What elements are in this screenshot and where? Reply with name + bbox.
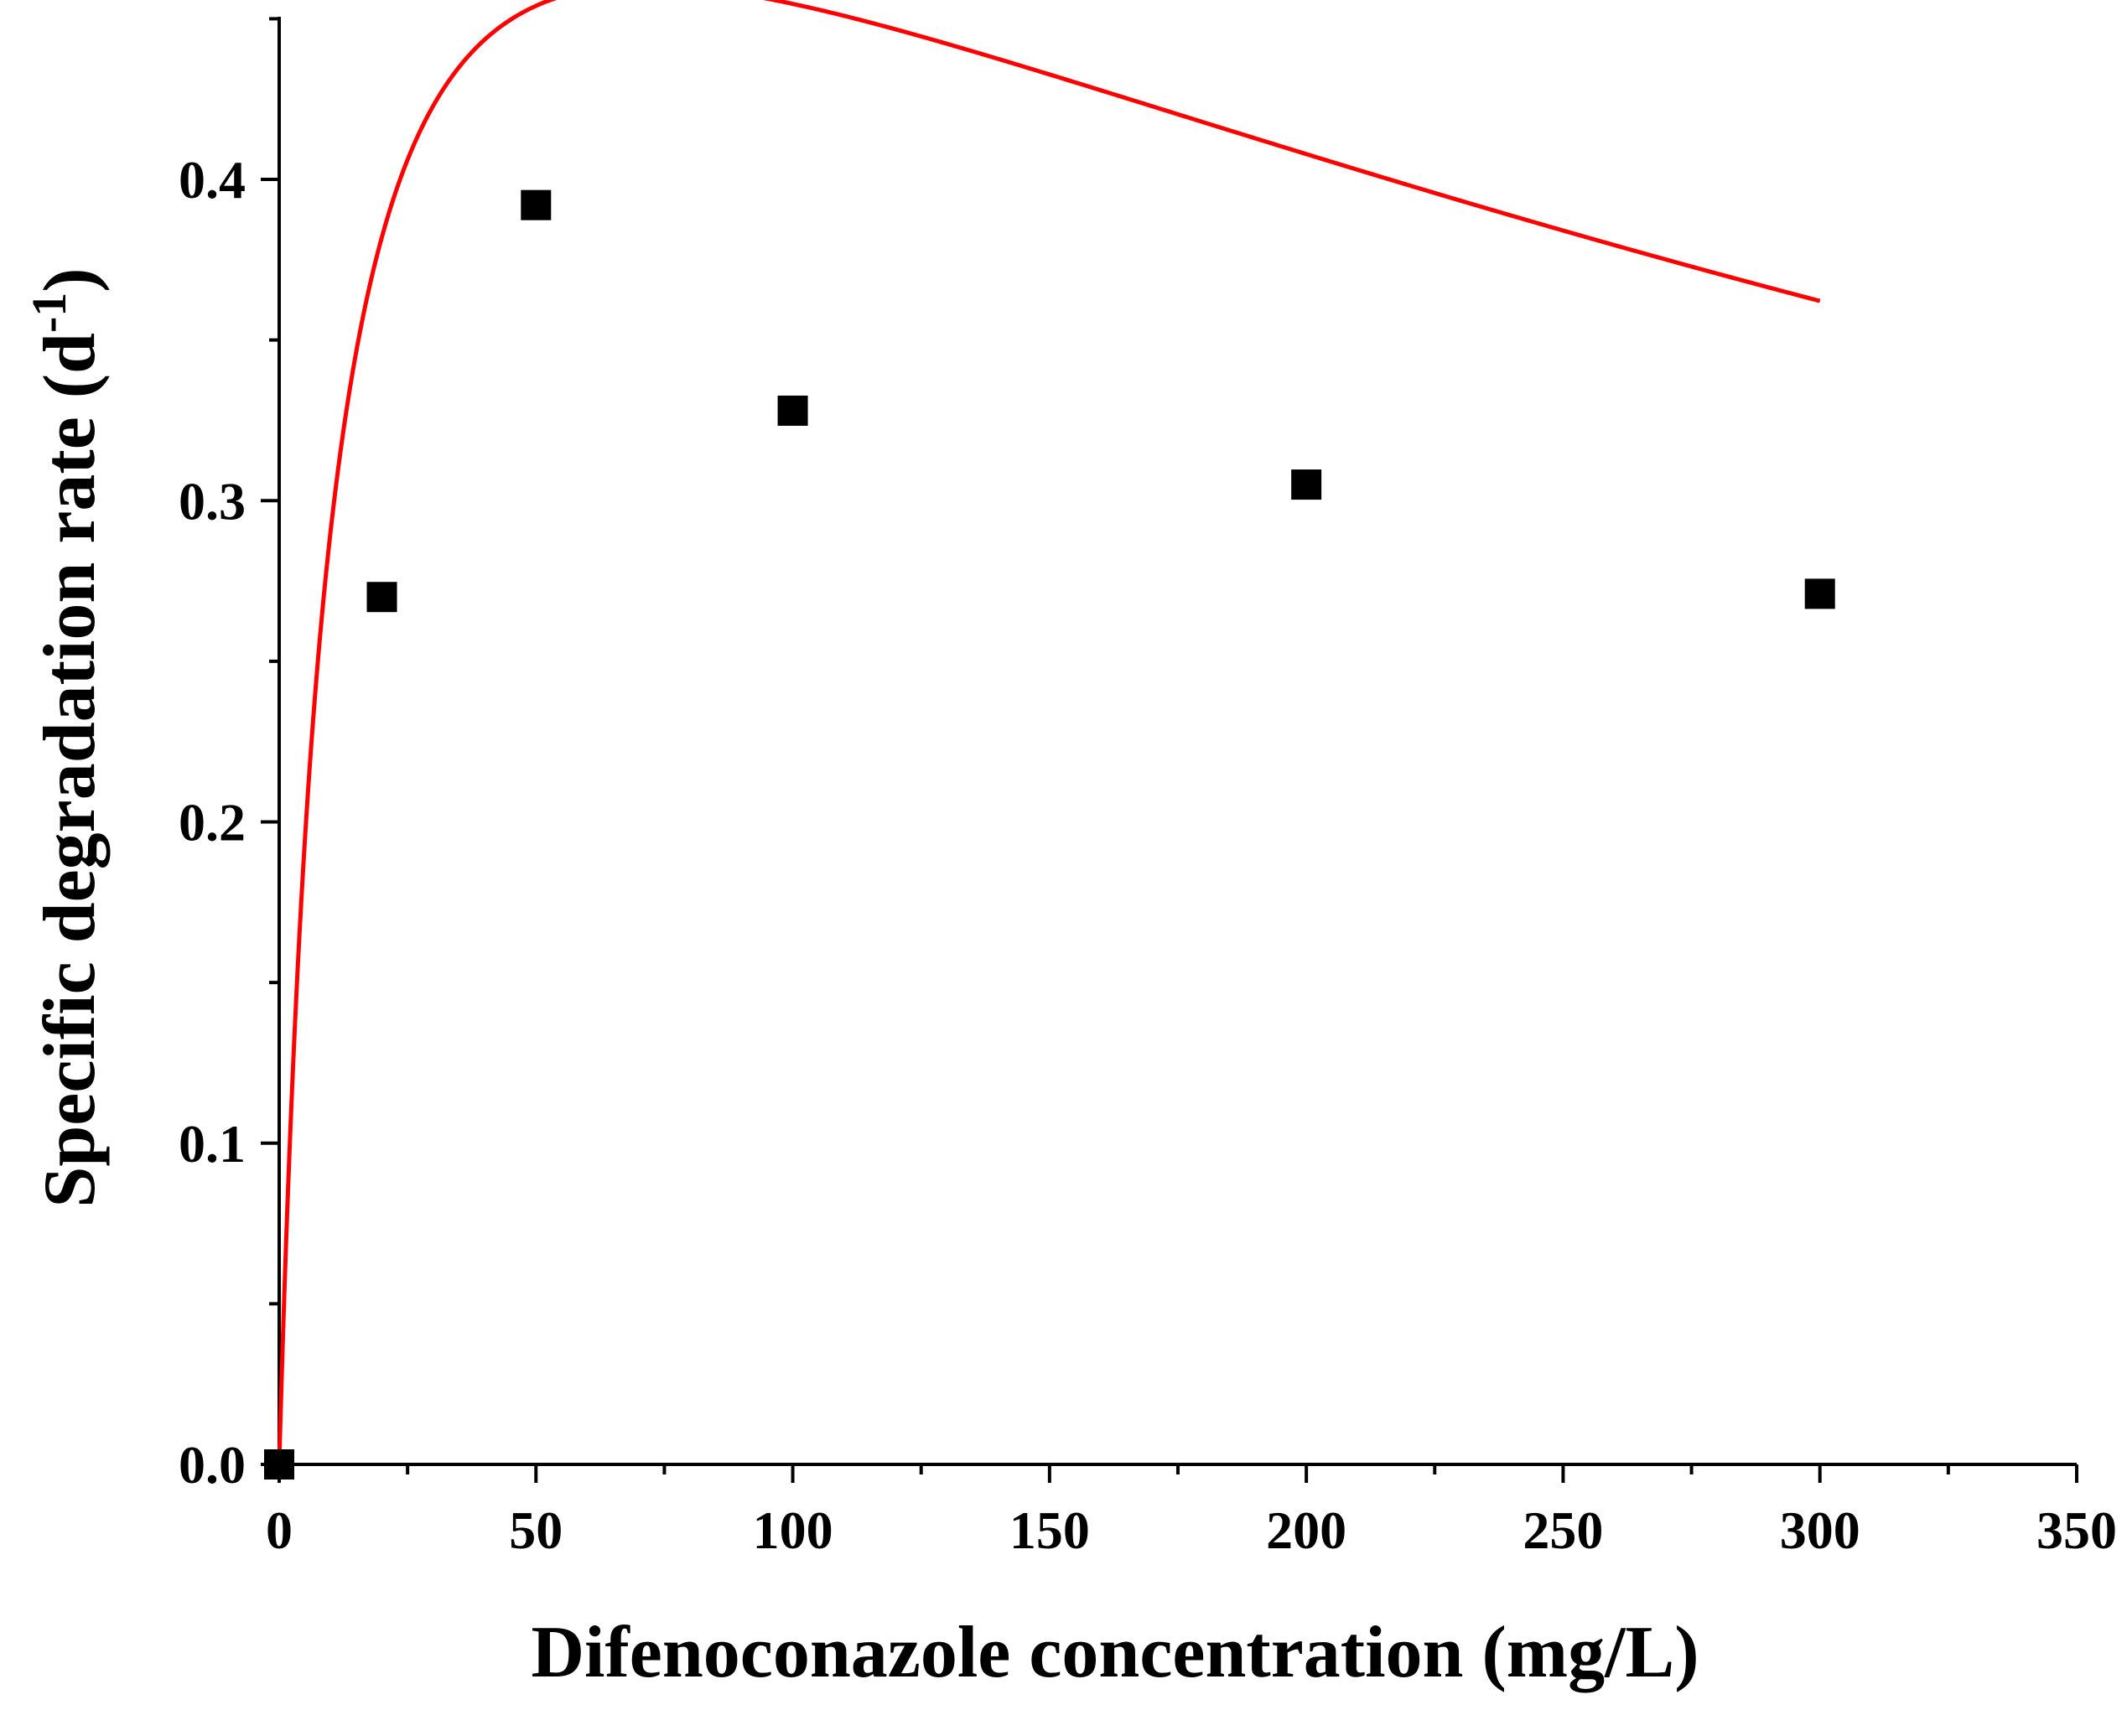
- axes: [278, 17, 2077, 1466]
- y-tick-label: 0.0: [179, 1435, 246, 1495]
- data-point: [264, 1449, 294, 1479]
- y-tick-label: 0.1: [179, 1114, 246, 1174]
- data-point: [1804, 578, 1835, 609]
- y-axis-title-suffix: ): [29, 267, 111, 292]
- x-tick-label: 50: [509, 1500, 563, 1560]
- y-axis-title-superscript: -1: [22, 293, 76, 333]
- x-tick-label: 250: [1523, 1500, 1603, 1560]
- y-axis-title: Specific degradation rate (d-1): [22, 267, 111, 1207]
- x-tick-label: 100: [753, 1500, 833, 1560]
- data-point: [777, 395, 808, 426]
- fit-curve: [277, 0, 1821, 1465]
- data-point: [366, 582, 397, 613]
- y-tick-label: 0.4: [179, 150, 246, 210]
- data-point: [521, 189, 552, 220]
- x-tick-label: 200: [1266, 1500, 1346, 1560]
- y-tick-label: 0.2: [179, 793, 246, 852]
- x-tick-label: 300: [1780, 1500, 1860, 1560]
- data-point: [1291, 469, 1322, 500]
- fit-curve-layer: [277, 0, 1821, 1465]
- data-points-layer: [264, 189, 1835, 1479]
- y-tick-label: 0.3: [179, 471, 246, 531]
- x-axis-title: Difenoconazole concentration (mg/L): [531, 1612, 1699, 1693]
- x-tick-label: 350: [2036, 1500, 2117, 1560]
- y-axis-title-text: Specific degradation rate (d: [29, 333, 111, 1208]
- x-tick-label: 0: [266, 1500, 293, 1560]
- ticks: 0 50 100 150 200 250 300 350 0.0 0.1 0.2 0.3 0.4: [179, 17, 2117, 1560]
- x-tick-label: 150: [1009, 1500, 1090, 1560]
